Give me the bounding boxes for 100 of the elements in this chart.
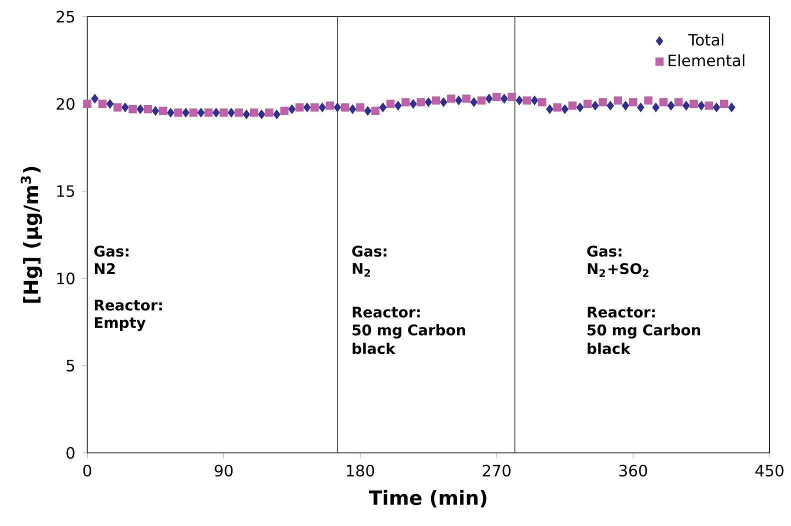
point [273,109,280,119]
point [228,108,235,118]
point [348,104,356,114]
point [144,104,152,114]
point [712,102,720,112]
point [318,102,326,112]
point [410,99,417,108]
point [606,100,614,110]
point [250,108,258,117]
point [568,101,577,110]
point [637,102,644,112]
point [265,108,274,117]
annotation: N$_{2}$+SO$_{2}$ [588,262,648,277]
point [546,104,554,114]
annotation: Reactor: [588,306,655,318]
point [242,109,250,119]
point [424,97,432,107]
point [614,96,622,104]
point [136,104,144,114]
x-tick-label: 360 [619,464,647,476]
point [508,92,516,101]
point [704,101,714,110]
point [447,94,456,103]
annotation: N$_{2}$ [352,262,370,276]
point [440,97,448,107]
annotation: Gas: [587,245,622,257]
point [326,101,334,110]
point [592,100,599,110]
point [394,100,402,110]
point [485,94,493,104]
annotation: Gas: [352,245,386,257]
annotation: N2 [94,262,115,274]
point [182,108,190,118]
x-tick-label: 0 [83,464,92,476]
point [622,100,630,110]
annotation: 50 mg Carbon black [588,324,700,354]
x-tick-label: 90 [214,464,233,476]
point [340,103,350,112]
point [258,109,266,119]
annotation: Reactor: [352,306,420,318]
y-tick-label: 5 [66,360,74,372]
point [334,102,342,112]
point [364,106,372,116]
point [371,106,380,115]
annotation: Gas: [94,245,128,257]
point [470,97,478,107]
point [197,108,205,118]
point [674,98,683,106]
point [538,98,546,106]
point [91,94,98,104]
point [280,106,288,115]
point [652,102,660,112]
point [234,108,243,117]
point [659,98,668,106]
point [356,103,364,112]
point [598,98,607,106]
x-tick-label: 180 [346,464,374,476]
point [432,96,440,104]
point [295,103,304,112]
point [310,103,319,112]
point [728,102,736,112]
x-tick-label: 450 [755,464,784,476]
y-tick-label: 15 [57,185,74,197]
point [455,96,462,105]
point [174,108,182,117]
y-tick-label: 10 [57,272,74,284]
point [720,100,728,108]
legend-label: Elemental [668,54,744,66]
point [288,104,296,114]
point [516,96,524,105]
point [158,106,168,115]
point [584,100,592,108]
point [477,96,486,104]
y-tick-label: 20 [56,98,74,110]
point [204,108,213,117]
point [386,100,395,108]
point [379,102,387,112]
x-axis-title: Time (min) [368,490,486,508]
point [522,96,532,104]
point [113,103,122,112]
point [220,108,228,117]
point [402,98,410,106]
y-tick-label: 0 [66,446,74,459]
point [189,108,198,117]
point [128,104,137,114]
point [698,100,705,110]
point [530,96,538,105]
point [682,100,690,110]
y-tick-label: 25 [56,10,74,22]
point [106,99,114,108]
point [500,94,508,104]
annotation: 50 mg Carbon black [352,324,466,354]
point [83,100,92,108]
x-tick-label: 270 [482,464,511,476]
point [690,100,698,108]
point [462,94,470,103]
point [416,98,425,106]
point [152,106,160,116]
point [553,103,562,112]
point [122,102,129,112]
